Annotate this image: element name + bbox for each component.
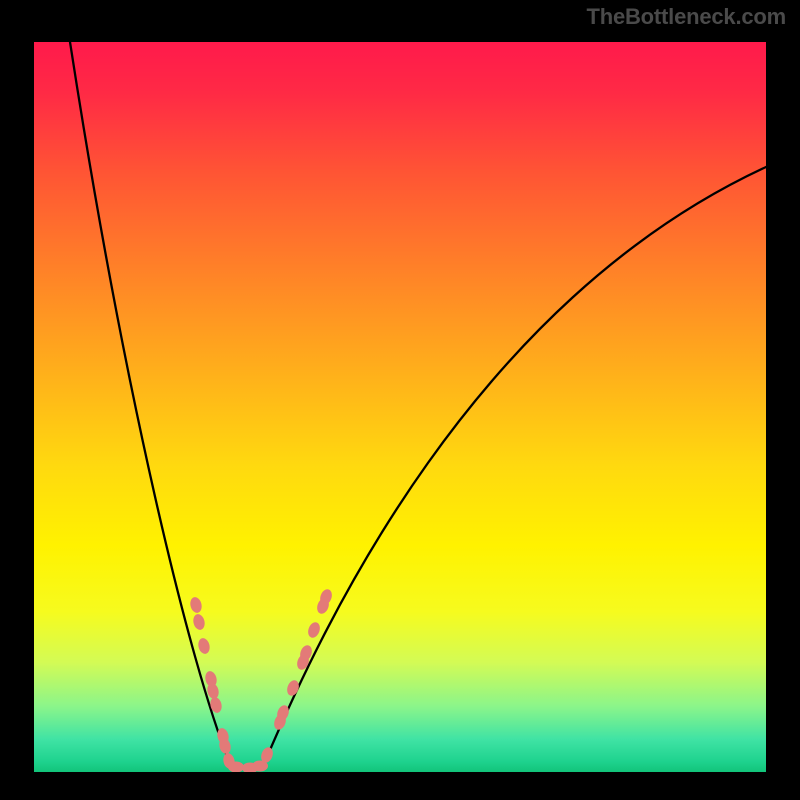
canvas-root: TheBottleneck.com — [0, 0, 800, 800]
data-dot — [285, 679, 301, 698]
data-dot — [197, 637, 212, 655]
data-dot — [228, 762, 244, 773]
data-dot — [192, 613, 207, 631]
plot-area — [34, 42, 766, 772]
watermark-text: TheBottleneck.com — [586, 4, 786, 30]
dots-group — [189, 588, 334, 772]
right-curve — [264, 167, 766, 764]
curve-layer — [34, 42, 766, 772]
data-dot — [189, 596, 204, 614]
data-dot — [306, 621, 322, 640]
left-curve — [70, 42, 230, 764]
